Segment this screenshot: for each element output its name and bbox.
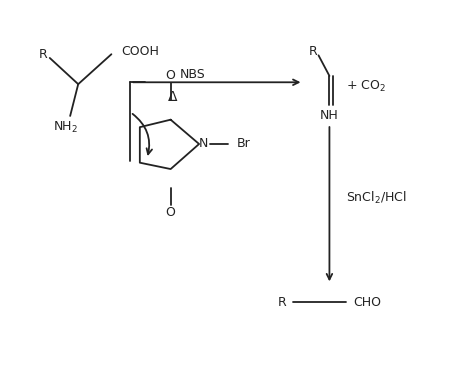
Text: R: R (309, 45, 317, 58)
Text: R: R (278, 296, 286, 309)
Text: O: O (166, 70, 175, 82)
Text: SnCl$_2$/HCl: SnCl$_2$/HCl (346, 190, 407, 206)
Text: + CO$_2$: + CO$_2$ (346, 79, 386, 94)
Text: Br: Br (237, 138, 251, 150)
Text: CHO: CHO (353, 296, 381, 309)
Text: COOH: COOH (121, 45, 159, 58)
Text: NH$_2$: NH$_2$ (53, 120, 78, 135)
Text: NBS: NBS (180, 68, 206, 81)
Text: Δ: Δ (168, 90, 178, 104)
Text: O: O (166, 206, 175, 219)
Text: N: N (199, 138, 209, 150)
Text: R: R (38, 48, 47, 61)
Text: NH: NH (320, 109, 339, 122)
